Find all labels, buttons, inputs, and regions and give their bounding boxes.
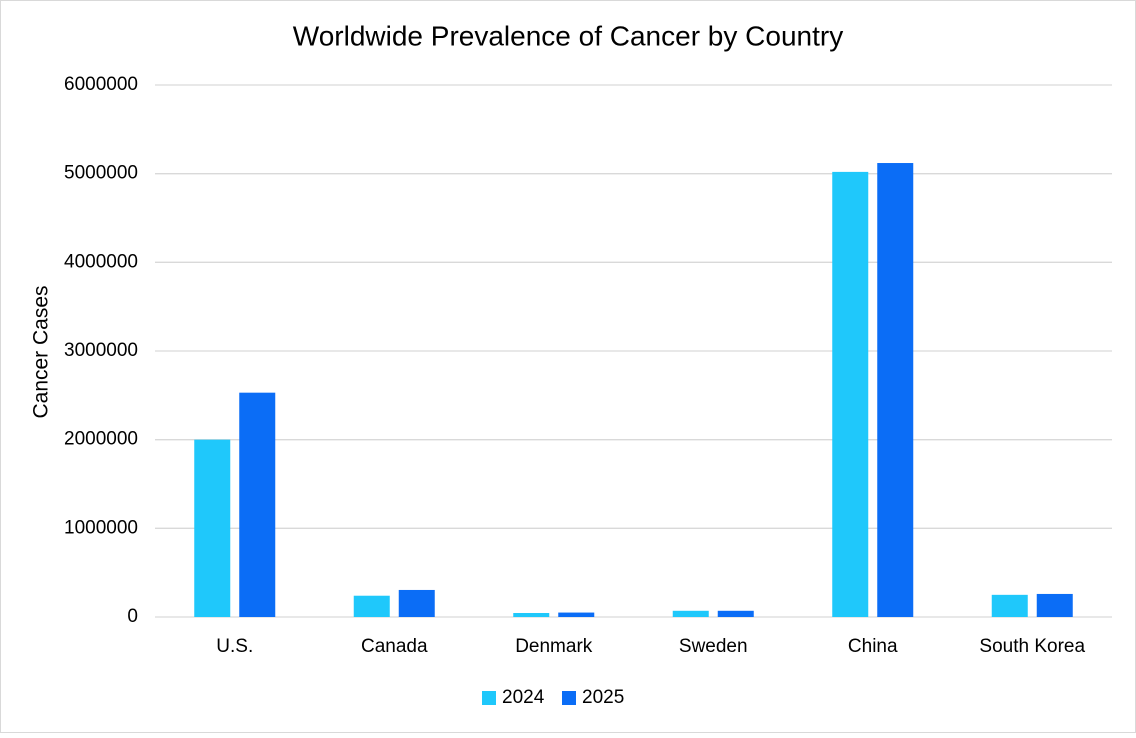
y-tick-label: 3000000 <box>64 340 138 361</box>
legend-label: 2024 <box>502 687 545 708</box>
x-tick-label: Canada <box>361 636 428 657</box>
bar <box>398 589 435 617</box>
bar <box>991 594 1028 617</box>
bar <box>239 392 276 617</box>
bar <box>672 610 709 617</box>
y-tick-label: 6000000 <box>64 74 138 95</box>
x-tick-label: China <box>848 636 898 657</box>
chart-title: Worldwide Prevalence of Cancer by Countr… <box>293 20 843 51</box>
bar <box>353 595 390 617</box>
y-tick-label: 0 <box>127 606 138 627</box>
bar <box>558 612 595 617</box>
legend-swatch <box>562 691 576 705</box>
y-tick-label: 4000000 <box>64 251 138 272</box>
bar <box>717 610 754 617</box>
y-tick-label: 5000000 <box>64 163 138 184</box>
x-tick-label: Sweden <box>679 636 748 657</box>
y-tick-label: 2000000 <box>64 429 138 450</box>
bar <box>832 171 869 618</box>
bar <box>877 163 914 617</box>
y-axis-title: Cancer Cases <box>30 285 53 418</box>
bar <box>513 613 550 617</box>
bar <box>194 439 231 617</box>
x-tick-label: U.S. <box>216 636 253 657</box>
y-tick-label: 1000000 <box>64 517 138 538</box>
x-tick-label: Denmark <box>515 636 593 657</box>
legend-swatch <box>482 691 496 705</box>
x-tick-label: South Korea <box>979 636 1085 657</box>
bar <box>1036 593 1073 617</box>
legend-label: 2025 <box>582 687 624 708</box>
